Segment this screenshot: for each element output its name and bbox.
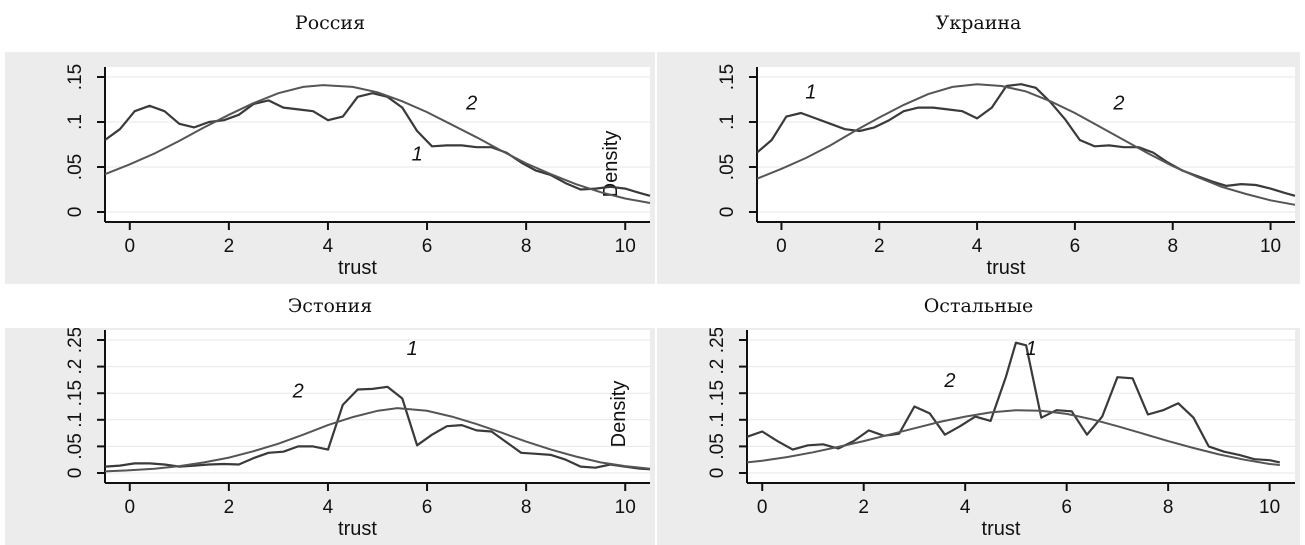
panel-estonia: Эстония 0 .05 .1 .15 .2 .25 0 2 4 6 8 10 trust Densit… [5, 295, 655, 545]
x-tick-label: 0 [124, 497, 135, 518]
y-tick-label: 0 [707, 468, 728, 479]
x-tick-label: 10 [615, 236, 636, 257]
x-tick-label: 4 [323, 236, 334, 257]
plot-area [105, 67, 650, 222]
x-axis-label: trust [987, 257, 1026, 279]
panel-russia: Россия 0 .05 .1 .15 0 2 4 6 8 10 trust Density 1 2 [5, 12, 655, 284]
y-tick-label: .15 [65, 380, 86, 406]
series-line-kernel [104, 385, 651, 471]
series-line-normal [746, 409, 1280, 466]
y-tick-label: .25 [707, 328, 728, 353]
curve-annotation: 2 [1112, 92, 1124, 114]
x-tick-label: 10 [615, 497, 636, 518]
curve-annotation: 1 [407, 338, 418, 360]
series-line-kernel [746, 341, 1281, 464]
chart-svg: 0 .05 .1 .15 .2 .25 0 2 4 6 8 10 trust 1 2 [657, 328, 1300, 545]
plot-area [747, 330, 1295, 483]
x-tick-label: 2 [858, 497, 869, 518]
y-tick-label: .15 [65, 64, 86, 90]
curve-annotation: 2 [292, 380, 304, 402]
chart-svg: 0 .05 .1 .15 0 2 4 6 8 10 trust 1 2 [657, 52, 1300, 284]
panel-ukraine: Украина 0 .05 .1 .15 0 2 4 6 8 10 trust 1 2 [657, 12, 1300, 284]
x-tick-label: 8 [521, 497, 532, 518]
x-tick-label: 0 [757, 497, 768, 518]
x-tick-label: 6 [422, 497, 433, 518]
y-tick-label: 0 [65, 207, 86, 218]
y-axis-label: Density [608, 381, 630, 448]
x-axis-label: trust [338, 257, 377, 279]
panel-title: Эстония [287, 295, 373, 317]
series-line-normal [104, 84, 651, 204]
series-line-kernel [756, 83, 1296, 197]
x-tick-label: 10 [1259, 497, 1280, 518]
x-axis-label: trust [338, 518, 377, 540]
x-tick-label: 2 [224, 236, 235, 257]
y-tick-label: .15 [717, 64, 738, 90]
y-tick-label: .15 [707, 380, 728, 406]
x-tick-label: 6 [422, 236, 433, 257]
y-tick-label: .2 [707, 359, 728, 375]
x-tick-label: 2 [224, 497, 235, 518]
y-tick-label: .1 [717, 114, 738, 130]
y-axis-label: Density [600, 131, 622, 198]
y-tick-label: .2 [65, 359, 86, 375]
series-line-normal [756, 83, 1296, 206]
x-tick-label: 6 [1070, 236, 1081, 257]
y-tick-label: .05 [717, 154, 738, 180]
y-tick-label: .1 [65, 114, 86, 130]
curve-annotation: 1 [1026, 338, 1037, 360]
x-axis-label: trust [982, 518, 1021, 540]
x-tick-label: 8 [1167, 236, 1178, 257]
y-tick-label: .05 [707, 433, 728, 459]
x-tick-label: 4 [323, 497, 334, 518]
x-tick-label: 2 [874, 236, 885, 257]
curve-annotation: 2 [943, 370, 955, 392]
y-tick-label: .1 [65, 412, 86, 428]
curve-annotation: 2 [465, 92, 477, 114]
y-tick-label: 0 [65, 468, 86, 479]
series-line-normal [104, 407, 651, 473]
y-tick-label: .1 [707, 412, 728, 428]
curve-annotation: 1 [805, 82, 816, 104]
x-tick-label: 10 [1260, 236, 1281, 257]
panel-title: Украина [935, 12, 1022, 34]
y-tick-label: .05 [65, 433, 86, 459]
x-tick-label: 0 [776, 236, 787, 257]
chart-svg: 0 .05 .1 .15 .2 .25 0 2 4 6 8 10 trust Density 1 2 [5, 328, 655, 545]
chart-svg: 0 .05 .1 .15 0 2 4 6 8 10 trust Density 1 2 [5, 52, 655, 284]
series-line-kernel [104, 92, 651, 197]
y-tick-label: .25 [65, 328, 86, 353]
x-tick-label: 6 [1061, 497, 1072, 518]
y-tick-label: 0 [717, 207, 738, 218]
x-tick-label: 4 [960, 497, 971, 518]
panel-title: Остальные [923, 295, 1034, 317]
curve-annotation: 1 [412, 144, 423, 166]
x-tick-label: 0 [124, 236, 135, 257]
plot-area [757, 67, 1295, 222]
panel-others: Остальные 0 .05 .1 .15 .2 .25 0 2 4 6 8 10 trust 1 2 [657, 295, 1300, 545]
panel-title: Россия [294, 12, 366, 34]
x-tick-label: 8 [521, 236, 532, 257]
y-tick-label: .05 [65, 154, 86, 180]
x-tick-label: 8 [1163, 497, 1174, 518]
x-tick-label: 4 [972, 236, 983, 257]
